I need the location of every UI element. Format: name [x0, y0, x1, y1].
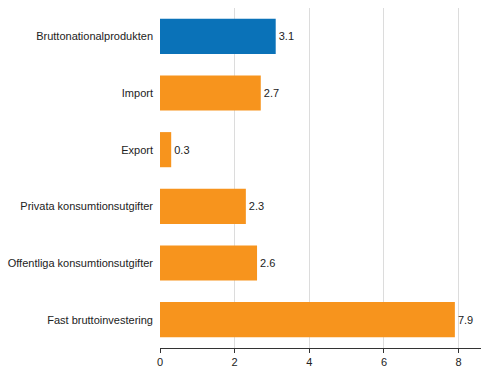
svg-text:Fast bruttoinvestering: Fast bruttoinvestering [47, 314, 153, 326]
svg-text:2: 2 [232, 356, 238, 368]
svg-text:8: 8 [456, 356, 462, 368]
svg-text:2.3: 2.3 [249, 200, 264, 212]
svg-text:0.3: 0.3 [174, 144, 189, 156]
svg-text:0: 0 [157, 356, 163, 368]
svg-text:7.9: 7.9 [458, 314, 473, 326]
svg-text:2.7: 2.7 [264, 87, 279, 99]
svg-text:Privata konsumtionsutgifter: Privata konsumtionsutgifter [20, 200, 153, 212]
svg-text:Import: Import [122, 87, 153, 99]
svg-text:3.1: 3.1 [279, 30, 294, 42]
svg-text:4: 4 [306, 356, 312, 368]
svg-text:2.6: 2.6 [260, 257, 275, 269]
svg-text:Offentliga konsumtionsutgifter: Offentliga konsumtionsutgifter [8, 257, 154, 269]
svg-text:6: 6 [381, 356, 387, 368]
svg-text:Export: Export [121, 144, 153, 156]
svg-text:Bruttonationalprodukten: Bruttonationalprodukten [36, 30, 153, 42]
